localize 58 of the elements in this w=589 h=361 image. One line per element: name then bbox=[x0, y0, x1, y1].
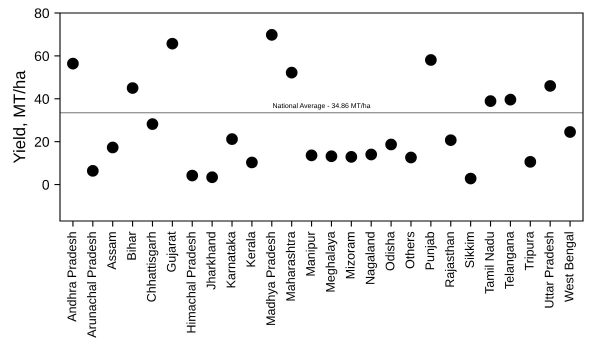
x-tick-label: Himachal Pradesh bbox=[186, 232, 196, 333]
x-tick-label: Rajasthan bbox=[444, 232, 457, 287]
y-tick-label: 40 bbox=[34, 94, 50, 104]
x-tick-label: Chhattisgarh bbox=[146, 232, 158, 302]
y-tick-label: 80 bbox=[34, 8, 50, 18]
point bbox=[385, 138, 397, 150]
y-axis-title: Yield, MT/ha bbox=[13, 70, 28, 164]
point bbox=[365, 148, 378, 160]
x-tick-label: Meghalaya bbox=[326, 231, 338, 292]
x-tick-label: Tripura bbox=[524, 231, 536, 270]
x-tick-label: Jharkhand bbox=[206, 232, 216, 290]
x-tick-label: Gujarat bbox=[166, 232, 178, 272]
point bbox=[246, 156, 258, 168]
x-tick-label: Mizoram bbox=[346, 232, 355, 278]
x-tick-label: Assam bbox=[107, 232, 116, 270]
x-tick-label: Manipur bbox=[306, 232, 318, 276]
point bbox=[464, 172, 476, 184]
x-tick-label: Arunachal Pradesh bbox=[86, 232, 96, 338]
y-tick-label: 60 bbox=[34, 51, 50, 62]
point bbox=[345, 151, 358, 163]
point bbox=[326, 150, 338, 162]
point bbox=[564, 126, 576, 138]
x-tick-label: Uttar Pradesh bbox=[544, 232, 554, 308]
point bbox=[266, 29, 278, 41]
point bbox=[67, 58, 79, 70]
point bbox=[226, 133, 238, 145]
x-tick-label: Nagaland bbox=[365, 232, 378, 284]
x-tick-label: Bihar bbox=[126, 232, 136, 260]
x-tick-label: Kerala bbox=[246, 231, 256, 267]
x-tick-label: Odisha bbox=[385, 231, 394, 270]
point bbox=[524, 156, 536, 168]
point bbox=[444, 134, 457, 146]
point bbox=[504, 94, 516, 106]
x-tick-label: Karnataka bbox=[226, 231, 236, 288]
point bbox=[544, 80, 556, 92]
x-tick-label: Maharashtra bbox=[286, 231, 296, 301]
x-tick-label: Tamil Nadu bbox=[484, 232, 494, 294]
x-tick-label: Madhya Pradesh bbox=[266, 232, 278, 325]
x-tick-label: Andhra Pradesh bbox=[67, 232, 76, 322]
x-tick-label: Others bbox=[405, 232, 414, 268]
point bbox=[146, 118, 158, 130]
x-tick-label: Punjab bbox=[425, 232, 437, 270]
point bbox=[106, 142, 119, 154]
y-tick-label: 0 bbox=[42, 180, 50, 190]
point bbox=[206, 171, 218, 184]
point bbox=[186, 170, 198, 182]
y-tick-label: 20 bbox=[34, 136, 50, 147]
point bbox=[286, 66, 298, 78]
x-tick-label: Telangana bbox=[504, 231, 516, 289]
point bbox=[86, 164, 99, 177]
x-tick-label: Sikkim bbox=[464, 232, 474, 268]
point bbox=[306, 150, 318, 162]
point bbox=[484, 95, 496, 107]
x-tick-label: West Bengal bbox=[564, 232, 576, 302]
point bbox=[126, 82, 138, 94]
point bbox=[405, 152, 417, 164]
point bbox=[166, 38, 178, 50]
point bbox=[425, 54, 437, 66]
